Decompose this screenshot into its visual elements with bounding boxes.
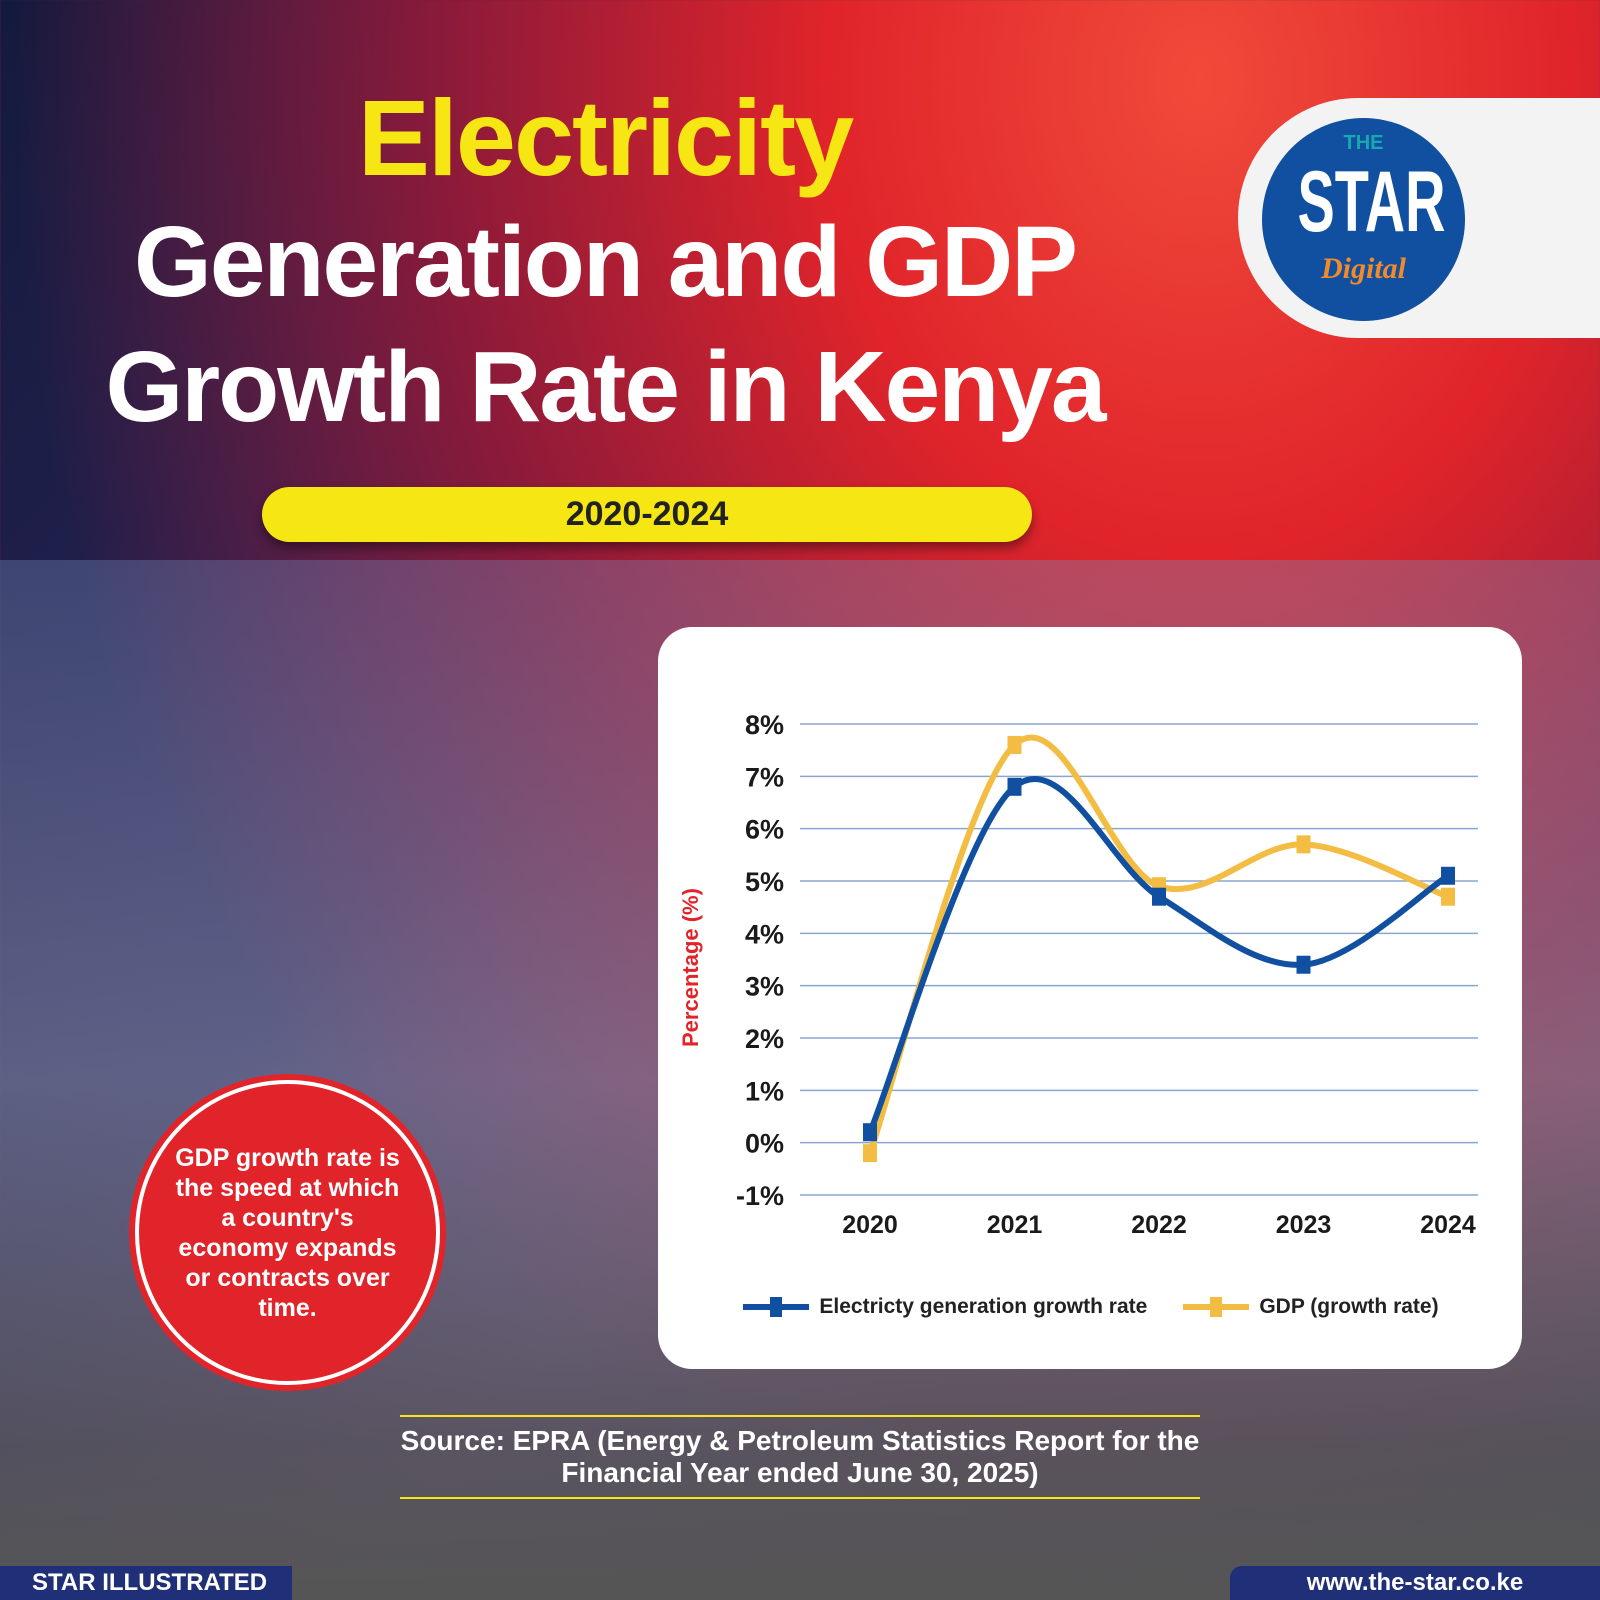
logo-digital: Digital [1320,252,1406,285]
legend-item-electricity: Electricty generation growth rate [741,1295,1147,1319]
x-tick-label: 2024 [1420,1211,1476,1239]
y-tick-label: 7% [745,762,784,792]
period-banner: 2020-2024 [262,487,1032,542]
legend-swatch-blue [743,1297,810,1317]
series-line [867,734,1450,1155]
y-tick-label: 3% [745,972,784,1002]
x-tick-label: 2020 [842,1211,898,1239]
data-point [863,1144,877,1163]
data-point [1007,777,1022,796]
title-line-3: Growth Rate in Kenya [105,331,1106,443]
data-point [1007,735,1022,754]
legend-swatch-yellow [1183,1297,1250,1317]
y-tick-label: 8% [745,710,784,740]
y-tick-label: 2% [745,1024,784,1054]
legend-label: GDP (growth rate) [1259,1295,1439,1318]
data-point [1441,866,1455,885]
y-axis-label: Percentage (%) [678,888,703,1047]
website-link[interactable]: www.the-star.co.ke [1230,1566,1600,1600]
footer-label: STAR ILLUSTRATED [0,1566,292,1600]
logo-star: STAR [1297,154,1446,250]
chart-legend: Electricty generation growth rate GDP (g… [668,1295,1512,1319]
legend-item-gdp: GDP (growth rate) [1181,1295,1439,1319]
chart-card: -1% 0% 1% 2% 3% 4% 5% 6% 7% 8% 2020 2021 2022 2023 202… [658,627,1522,1369]
y-tick-label: 4% [745,919,784,949]
x-tick-label: 2023 [1276,1211,1332,1239]
legend-label: Electricty generation growth rate [819,1295,1148,1318]
star-digital-logo: THE STAR Digital [1262,118,1465,321]
y-tick-label: 1% [745,1076,784,1106]
series-line [867,776,1450,1134]
y-tick-label: -1% [736,1181,784,1211]
y-tick-label: 6% [745,815,784,845]
line-chart: -1% 0% 1% 2% 3% 4% 5% 6% 7% 8% 2020 2021 2022 2023 202… [736,710,1478,1239]
data-point [1152,887,1166,906]
data-point [863,1123,877,1142]
title-line-1: Electricity [357,77,854,198]
data-point [1296,835,1311,854]
data-point [1441,887,1455,906]
x-tick-label: 2022 [1131,1211,1187,1239]
source-note: Source: EPRA (Energy & Petroleum Statist… [400,1415,1200,1499]
x-tick-label: 2021 [987,1211,1043,1239]
data-point [1296,955,1311,974]
title-line-2: Generation and GDP [134,206,1078,318]
y-tick-label: 0% [745,1129,784,1159]
logo-the: THE [1343,132,1384,154]
y-tick-label: 5% [745,867,784,897]
gdp-definition-badge: GDP growth rate is the speed at which a … [135,1080,440,1385]
